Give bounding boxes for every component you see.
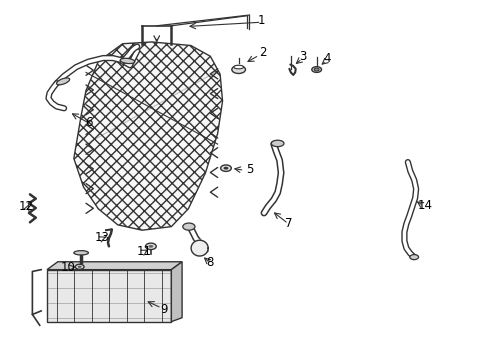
Ellipse shape (231, 66, 245, 73)
Ellipse shape (311, 67, 321, 72)
Ellipse shape (233, 65, 243, 69)
Text: 4: 4 (323, 51, 330, 64)
Ellipse shape (220, 165, 231, 171)
Polygon shape (171, 262, 182, 321)
Polygon shape (47, 270, 171, 321)
Text: 10: 10 (61, 261, 75, 274)
Text: 9: 9 (160, 303, 167, 316)
Ellipse shape (145, 243, 156, 249)
Polygon shape (47, 262, 182, 270)
Ellipse shape (120, 58, 134, 64)
Ellipse shape (74, 251, 88, 255)
Ellipse shape (75, 264, 84, 269)
Text: 14: 14 (417, 199, 431, 212)
Ellipse shape (183, 223, 195, 230)
Text: 5: 5 (245, 163, 253, 176)
Ellipse shape (223, 167, 228, 170)
Text: 1: 1 (257, 14, 265, 27)
Ellipse shape (271, 140, 284, 147)
Ellipse shape (78, 266, 81, 268)
Text: 2: 2 (259, 46, 266, 59)
Text: 13: 13 (95, 231, 109, 244)
Ellipse shape (148, 245, 153, 248)
Ellipse shape (409, 255, 418, 260)
Polygon shape (191, 240, 208, 256)
Text: 12: 12 (19, 201, 34, 213)
Ellipse shape (314, 68, 319, 71)
Polygon shape (74, 42, 222, 230)
Text: 3: 3 (299, 50, 306, 63)
Text: 6: 6 (84, 116, 92, 129)
Text: 7: 7 (284, 216, 291, 230)
Text: 11: 11 (137, 245, 152, 258)
Ellipse shape (57, 78, 69, 85)
Text: 8: 8 (206, 256, 214, 269)
